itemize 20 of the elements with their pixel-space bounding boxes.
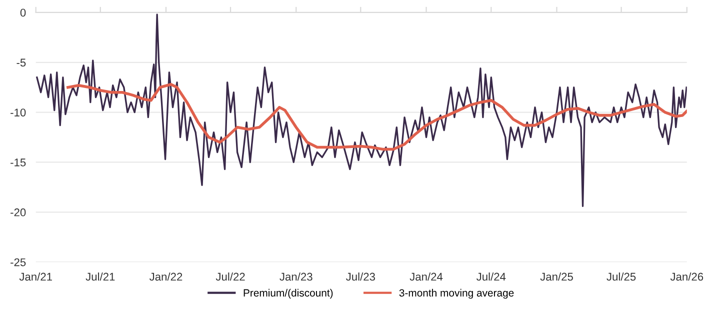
x-tick-label: Jan/25: [540, 272, 573, 281]
x-tick-label: Jul/25: [606, 272, 636, 281]
legend-label: Premium/(discount): [244, 288, 333, 299]
x-tick-label: Jan/21: [19, 272, 52, 281]
y-tick-label: -25: [10, 258, 26, 266]
x-tick-label: Jul/21: [86, 272, 115, 281]
y-tick-label: -15: [10, 158, 26, 166]
y-tick-label: -10: [10, 108, 26, 116]
y-tick-label: 0: [20, 8, 26, 17]
y-tick-label: -5: [16, 58, 26, 67]
x-tick-label: Jan/26: [670, 272, 704, 281]
legend-label: 3-month moving average: [399, 288, 514, 299]
x-tick-label: Jan/24: [410, 272, 443, 281]
x-tick-label: Jan/23: [280, 272, 312, 281]
y-tick-label: -20: [10, 208, 26, 216]
x-tick-label: Jul/22: [216, 272, 245, 281]
x-tick-label: Jan/22: [149, 272, 182, 281]
x-tick-label: Jul/23: [346, 272, 375, 281]
line-series: [66, 82, 687, 151]
x-tick-label: Jul/24: [476, 272, 506, 281]
